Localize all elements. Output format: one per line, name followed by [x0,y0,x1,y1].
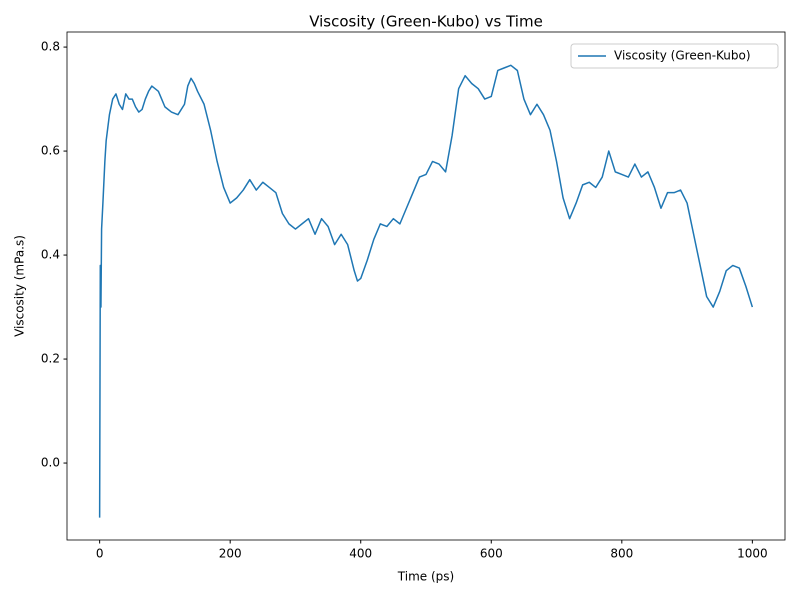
x-tick-label: 0 [96,547,104,561]
y-tick-label: 0.2 [41,352,60,366]
legend-box [570,43,779,69]
x-tick-label: 400 [349,547,372,561]
y-tick-label: 0.4 [41,248,60,262]
legend-label: Viscosity (Green-Kubo) [614,49,751,63]
x-axis-label: Time (ps) [397,570,454,584]
x-tick-label: 800 [610,547,633,561]
data-line [98,64,754,518]
chart-title: Viscosity (Green-Kubo) vs Time [309,13,543,31]
x-tick-label: 600 [480,547,503,561]
y-tick-label: 0.6 [41,144,60,158]
y-tick-label: 0.0 [41,456,60,470]
x-tick-label: 1000 [737,547,768,561]
y-axis-label: Viscosity (mPa.s) [13,235,27,337]
x-tick-label: 200 [219,547,242,561]
y-tick-label: 0.8 [41,40,60,54]
plot-frame [66,31,786,541]
